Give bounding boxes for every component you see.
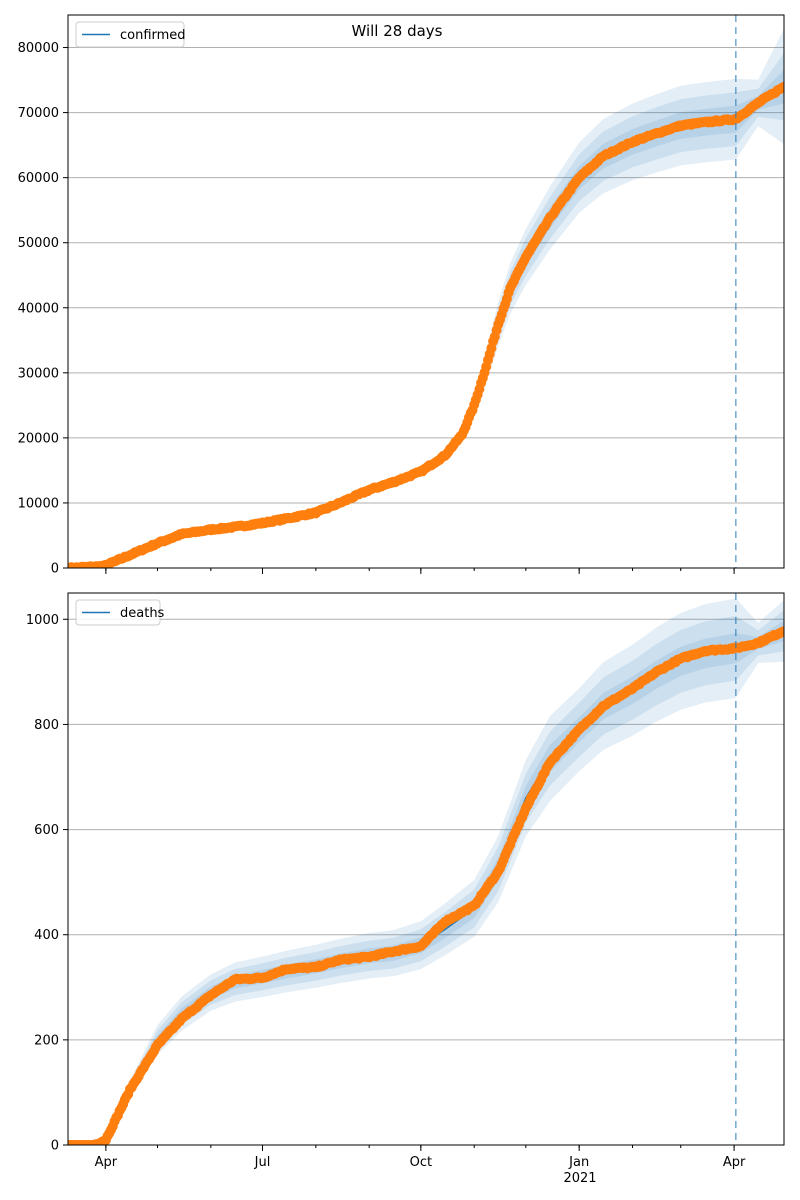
y-tick-label: 80000 xyxy=(18,41,59,56)
y-tick-label: 0 xyxy=(51,562,59,577)
plot-area xyxy=(68,598,784,1145)
y-tick-label: 70000 xyxy=(18,106,59,121)
y-tick-label: 10000 xyxy=(18,496,59,511)
y-tick-label: 40000 xyxy=(18,301,59,316)
x-tick-label: Oct xyxy=(410,1155,432,1170)
legend: deaths xyxy=(75,599,165,626)
observed-point xyxy=(779,81,784,92)
uncertainty-band xyxy=(68,598,784,1145)
y-tick-label: 50000 xyxy=(18,236,59,251)
y-tick-label: 200 xyxy=(34,1033,59,1048)
axes-frame xyxy=(67,14,785,569)
uncertainty-band xyxy=(68,610,784,1145)
x-tick-label: Jul xyxy=(254,1155,271,1170)
y-tick-label: 30000 xyxy=(18,366,59,381)
y-tick-label: 60000 xyxy=(18,171,59,186)
legend-box xyxy=(75,599,161,626)
y-tick-label: 20000 xyxy=(18,431,59,446)
y-tick-label: 1000 xyxy=(26,613,59,628)
y-tick-label: 400 xyxy=(34,928,59,943)
legend-label: confirmed xyxy=(120,28,186,43)
legend-label: deaths xyxy=(120,606,165,621)
x-tick-label: Jan xyxy=(568,1155,589,1170)
deaths-panel: 0 200 400 600 800 1000 Apr Jul Oct Jan Apr deaths xyxy=(26,592,785,1170)
legend-box xyxy=(75,21,185,48)
figure-title: Will 28 days xyxy=(351,22,442,40)
uncertainty-band xyxy=(68,28,784,568)
x-tick-label: Apr xyxy=(723,1155,746,1170)
observed-point xyxy=(779,626,784,637)
uncertainty-band xyxy=(68,52,784,568)
y-tick-label: 600 xyxy=(34,823,59,838)
y-tick-label: 0 xyxy=(51,1139,59,1154)
year-label: 2021 xyxy=(563,1171,596,1186)
plot-area xyxy=(68,28,784,568)
legend: confirmed xyxy=(75,21,186,48)
x-tick-label: Apr xyxy=(95,1155,118,1170)
axes-frame xyxy=(67,592,785,1146)
confirmed-panel: 0 10000 20000 30000 40000 50000 60000 70000 8000… xyxy=(18,14,785,577)
y-tick-label: 800 xyxy=(34,718,59,733)
